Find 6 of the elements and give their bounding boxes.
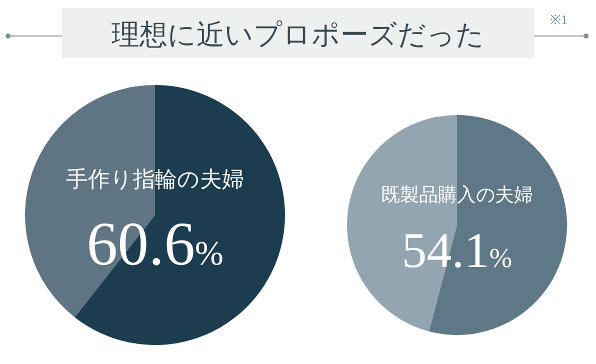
text: ※1 bbox=[550, 12, 568, 27]
chart-title: 理想に近いプロポーズだった bbox=[112, 20, 484, 51]
data-label: 60.6% bbox=[86, 210, 224, 278]
slice-label: 既製品購入の夫婦 bbox=[381, 184, 533, 206]
slice-label: 手作り指輪の夫婦 bbox=[66, 166, 244, 192]
data-label: 54.1% bbox=[402, 222, 512, 278]
